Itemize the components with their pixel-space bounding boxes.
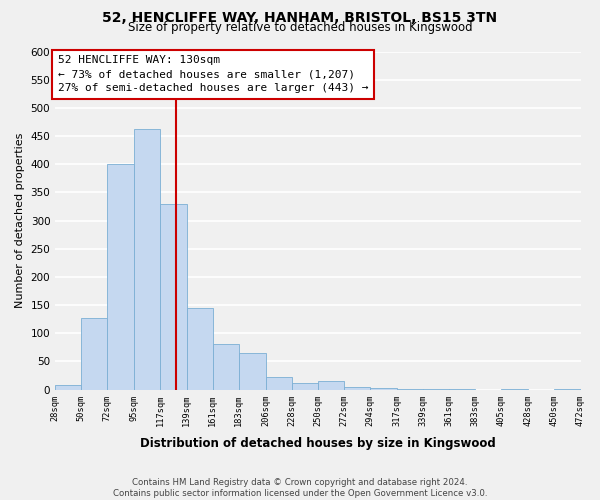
Bar bbox=[81, 318, 107, 390]
Bar bbox=[187, 308, 212, 390]
X-axis label: Distribution of detached houses by size in Kingswood: Distribution of detached houses by size … bbox=[140, 437, 496, 450]
Bar bbox=[107, 164, 134, 390]
Bar bbox=[370, 388, 397, 390]
Bar bbox=[55, 385, 81, 390]
Bar bbox=[423, 389, 449, 390]
Bar bbox=[554, 389, 581, 390]
Bar bbox=[160, 204, 187, 390]
Bar bbox=[501, 389, 529, 390]
Bar bbox=[292, 383, 318, 390]
Y-axis label: Number of detached properties: Number of detached properties bbox=[15, 133, 25, 308]
Bar bbox=[134, 129, 160, 390]
Bar bbox=[266, 377, 292, 390]
Bar bbox=[397, 389, 423, 390]
Bar bbox=[212, 344, 239, 390]
Bar bbox=[449, 389, 475, 390]
Text: 52 HENCLIFFE WAY: 130sqm
← 73% of detached houses are smaller (1,207)
27% of sem: 52 HENCLIFFE WAY: 130sqm ← 73% of detach… bbox=[58, 56, 368, 94]
Text: 52, HENCLIFFE WAY, HANHAM, BRISTOL, BS15 3TN: 52, HENCLIFFE WAY, HANHAM, BRISTOL, BS15… bbox=[103, 11, 497, 25]
Bar bbox=[318, 380, 344, 390]
Bar bbox=[344, 386, 370, 390]
Text: Contains HM Land Registry data © Crown copyright and database right 2024.
Contai: Contains HM Land Registry data © Crown c… bbox=[113, 478, 487, 498]
Bar bbox=[239, 354, 266, 390]
Text: Size of property relative to detached houses in Kingswood: Size of property relative to detached ho… bbox=[128, 22, 472, 35]
